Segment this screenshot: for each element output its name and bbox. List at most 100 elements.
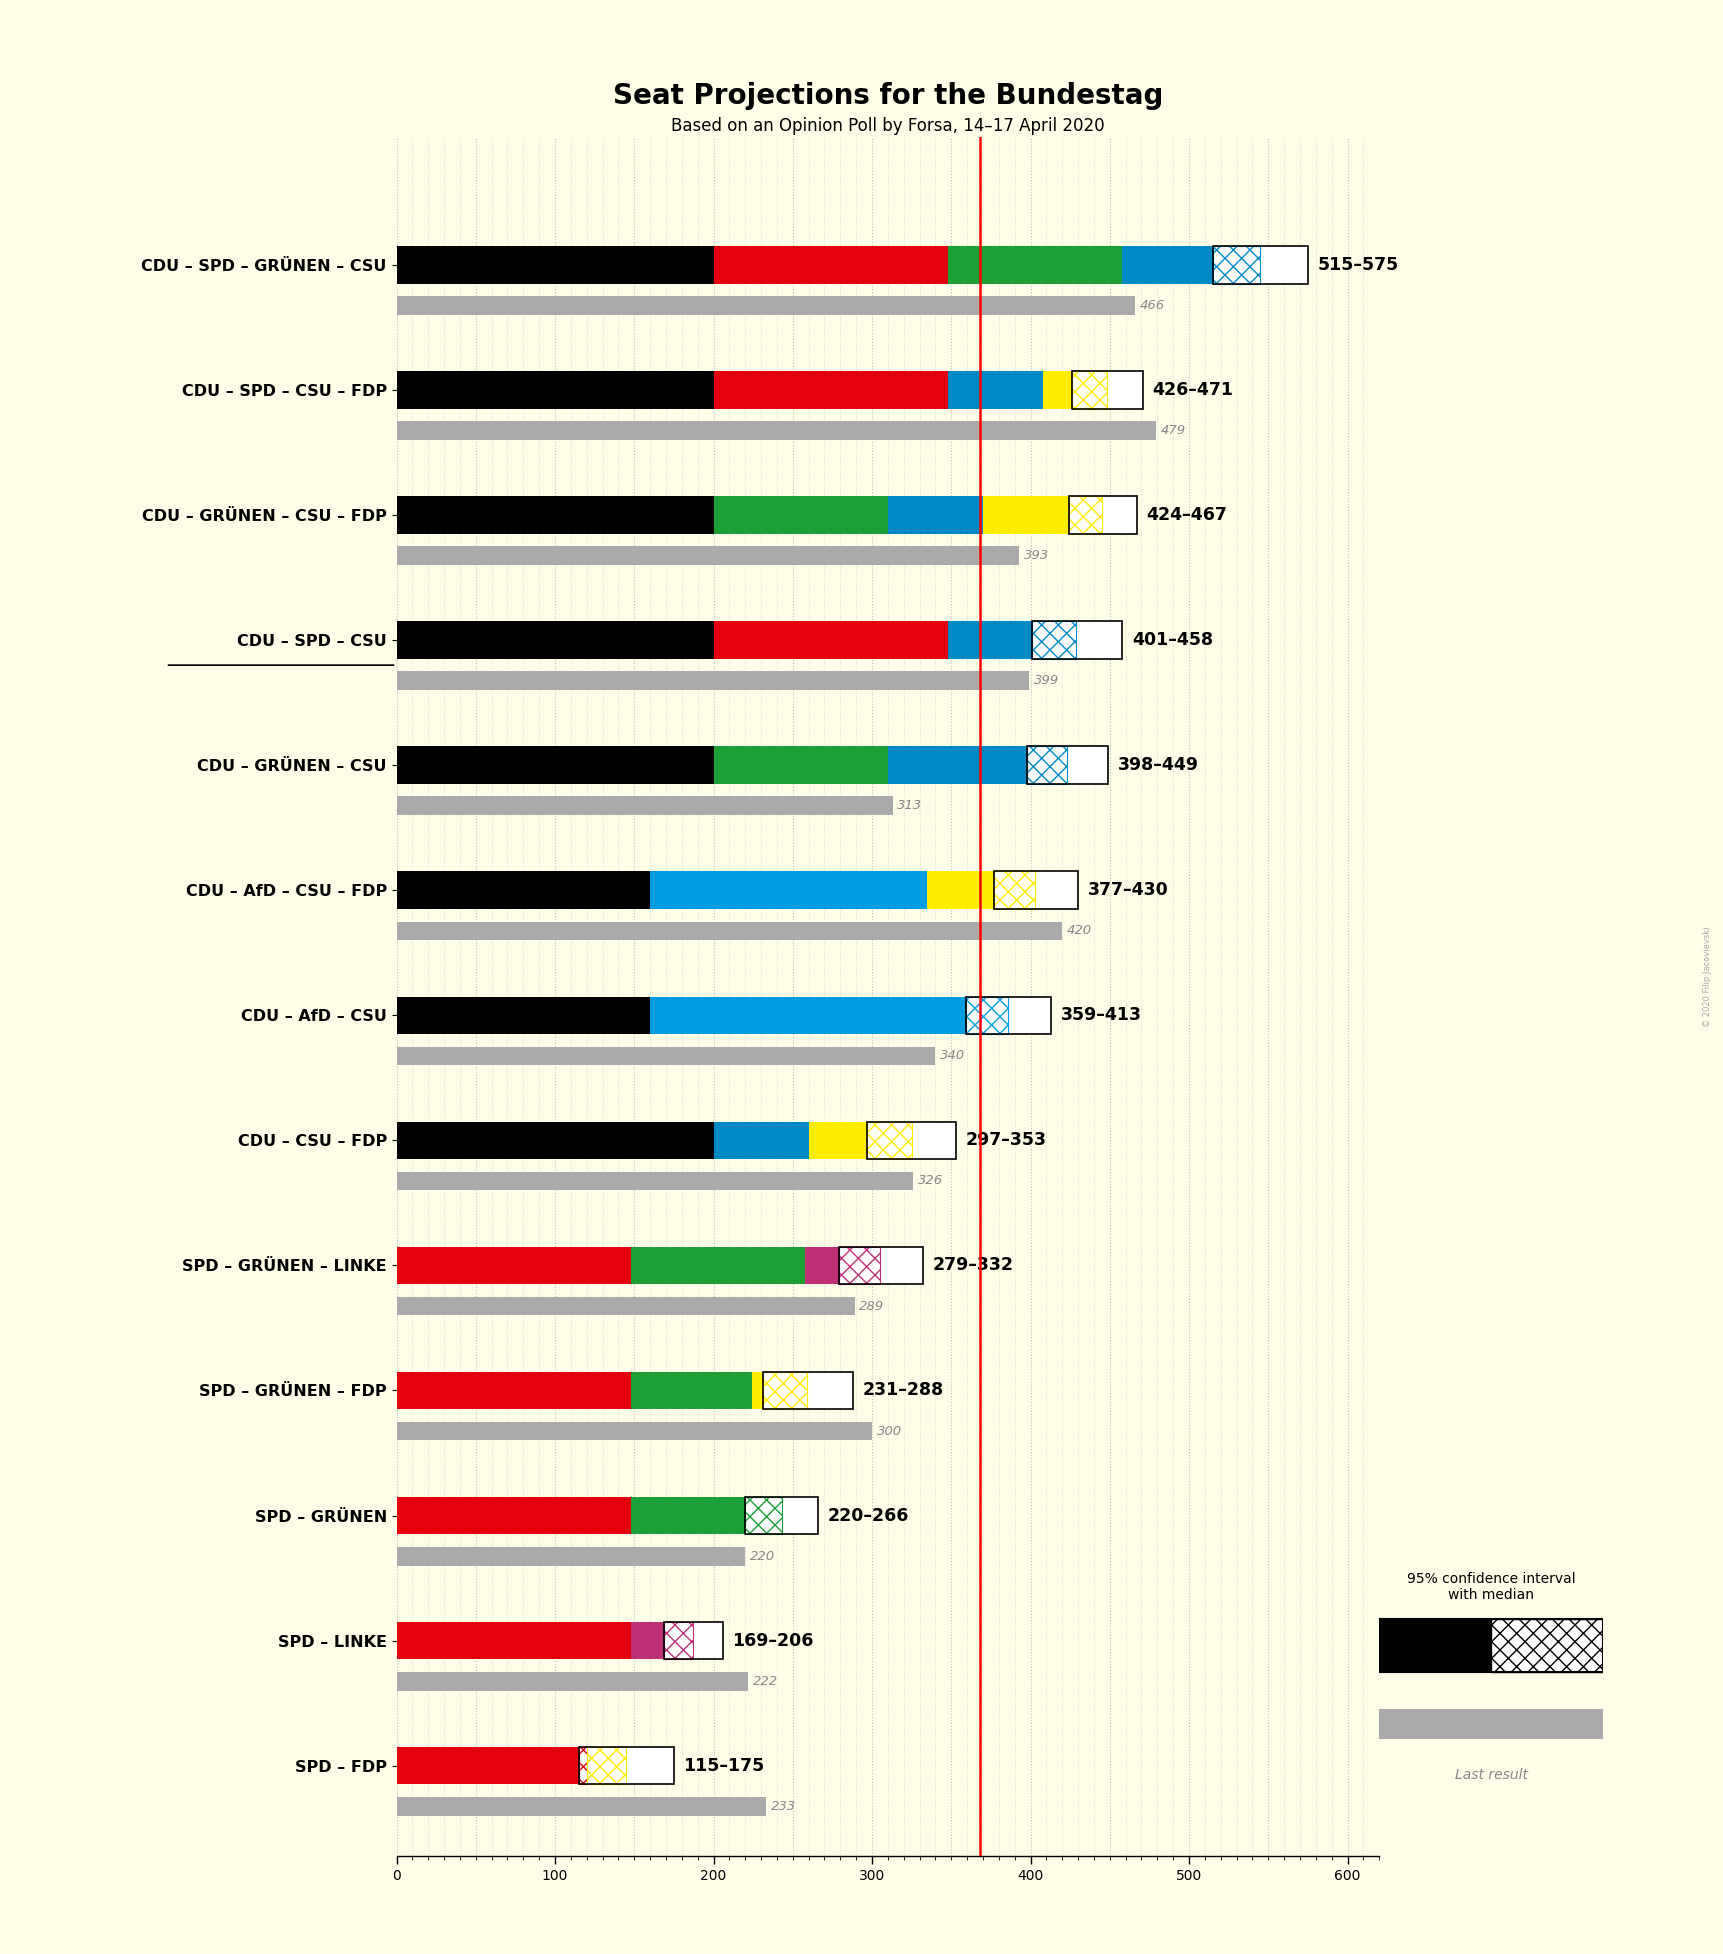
Bar: [805, 1247, 879, 1284]
Bar: [994, 871, 1034, 909]
Bar: [396, 621, 713, 658]
Text: 420: 420: [1067, 924, 1091, 938]
Bar: [663, 1622, 722, 1659]
Bar: [631, 1497, 781, 1534]
Bar: [837, 1247, 879, 1284]
Bar: [1122, 246, 1260, 283]
Bar: [1068, 496, 1135, 533]
Bar: [713, 496, 887, 533]
Bar: [396, 922, 1061, 940]
Bar: [396, 547, 1018, 565]
Bar: [887, 746, 1067, 784]
Bar: [1378, 1618, 1490, 1671]
Bar: [396, 422, 1154, 440]
Bar: [1490, 1618, 1602, 1671]
Bar: [650, 997, 849, 1034]
Bar: [579, 1747, 674, 1784]
Bar: [396, 797, 893, 815]
Bar: [396, 1548, 744, 1565]
Bar: [396, 1673, 748, 1690]
Text: 220–266: 220–266: [827, 1507, 908, 1524]
Bar: [751, 1372, 806, 1409]
Bar: [1027, 746, 1108, 784]
Bar: [713, 371, 948, 408]
Bar: [762, 1372, 806, 1409]
Bar: [586, 1747, 625, 1784]
Text: Seat Projections for the Bundestag: Seat Projections for the Bundestag: [612, 82, 1163, 109]
Bar: [713, 621, 948, 658]
Bar: [849, 997, 1008, 1034]
Bar: [713, 746, 887, 784]
Bar: [837, 1247, 922, 1284]
Text: 95% confidence interval
with median: 95% confidence interval with median: [1406, 1573, 1575, 1602]
Text: 340: 340: [939, 1049, 965, 1063]
Bar: [713, 1122, 808, 1159]
Bar: [762, 1372, 853, 1409]
Bar: [1211, 246, 1260, 283]
Bar: [1072, 371, 1142, 408]
Bar: [832, 871, 927, 909]
Bar: [837, 1247, 922, 1284]
Bar: [1032, 621, 1122, 658]
Text: 220: 220: [750, 1550, 775, 1563]
Text: 399: 399: [1034, 674, 1058, 688]
Text: 231–288: 231–288: [862, 1381, 942, 1399]
Bar: [744, 1497, 818, 1534]
Text: 297–353: 297–353: [965, 1131, 1046, 1149]
Bar: [1032, 621, 1075, 658]
Text: 426–471: 426–471: [1153, 381, 1234, 399]
Text: 515–575: 515–575: [1316, 256, 1397, 274]
Text: 479: 479: [1160, 424, 1185, 438]
Bar: [713, 246, 948, 283]
Bar: [762, 1372, 853, 1409]
Bar: [982, 496, 1101, 533]
Bar: [1027, 746, 1108, 784]
Bar: [396, 1247, 631, 1284]
Bar: [396, 1172, 913, 1190]
Text: 279–332: 279–332: [932, 1256, 1013, 1274]
Bar: [1211, 246, 1308, 283]
Bar: [396, 746, 713, 784]
Bar: [631, 1247, 805, 1284]
Bar: [396, 672, 1029, 690]
Bar: [1211, 246, 1308, 283]
Bar: [396, 1297, 855, 1315]
Bar: [1027, 746, 1067, 784]
Bar: [887, 496, 982, 533]
Text: 222: 222: [753, 1675, 777, 1688]
Text: 326: 326: [917, 1174, 942, 1188]
Text: 466: 466: [1139, 299, 1165, 313]
Bar: [927, 871, 1034, 909]
Bar: [579, 1747, 586, 1784]
Bar: [965, 997, 1008, 1034]
Bar: [396, 246, 713, 283]
Bar: [948, 246, 1122, 283]
Bar: [1068, 496, 1101, 533]
Bar: [1068, 496, 1135, 533]
Bar: [744, 1497, 781, 1534]
Bar: [396, 1047, 936, 1065]
Bar: [994, 871, 1077, 909]
Bar: [744, 1497, 818, 1534]
Bar: [396, 1423, 872, 1440]
Bar: [579, 1747, 674, 1784]
Bar: [396, 997, 650, 1034]
Text: 289: 289: [858, 1299, 884, 1313]
Bar: [663, 1622, 693, 1659]
Bar: [867, 1122, 911, 1159]
Bar: [396, 1622, 631, 1659]
Bar: [1042, 371, 1106, 408]
Bar: [867, 1122, 956, 1159]
Bar: [965, 997, 1051, 1034]
Bar: [631, 1372, 751, 1409]
Text: Based on an Opinion Poll by Forsa, 14–17 April 2020: Based on an Opinion Poll by Forsa, 14–17…: [670, 117, 1104, 135]
Bar: [396, 371, 713, 408]
Bar: [948, 371, 1042, 408]
Bar: [1378, 1708, 1602, 1739]
Bar: [586, 1747, 625, 1784]
Bar: [965, 997, 1051, 1034]
Bar: [1072, 371, 1142, 408]
Text: 359–413: 359–413: [1060, 1006, 1141, 1024]
Bar: [867, 1122, 956, 1159]
Text: 398–449: 398–449: [1117, 756, 1197, 774]
